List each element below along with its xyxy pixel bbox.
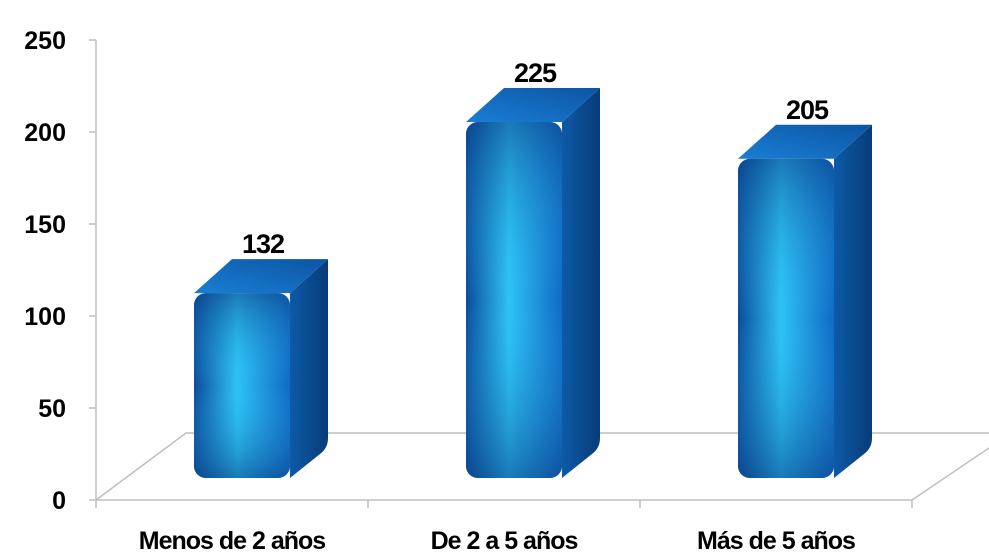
data-label: 205 [786,95,829,125]
y-tick-label: 50 [38,395,66,423]
floor-right-edge [911,447,989,501]
bar-side [562,88,600,478]
bar-shading [466,122,562,478]
bar [466,88,600,478]
x-axis: Menos de 2 años De 2 a 5 años Más de 5 año… [95,499,913,555]
data-labels: 132 225 205 [242,58,830,259]
y-tick-label: 150 [24,211,66,239]
bar-shading [194,293,290,478]
bar [194,259,328,478]
bar-top [466,88,600,122]
y-tick-label: 100 [24,303,66,331]
floor-back-edge [95,432,989,501]
y-tick-label: 0 [52,487,66,515]
chart-floor [95,432,989,501]
y-tick-label: 200 [24,119,66,147]
bar-top [738,124,872,159]
bar-side [834,124,872,479]
bar-side [290,259,328,478]
data-label: 132 [242,229,284,259]
y-tick-label: 250 [24,27,66,55]
x-tick-label: Menos de 2 años [139,527,326,555]
x-tick-label: De 2 a 5 años [431,527,578,555]
bar-shading [738,158,834,479]
data-label: 225 [514,58,557,88]
bar [738,124,872,479]
x-tick-label: Más de 5 años [697,527,855,555]
bars [194,88,872,479]
y-axis: 0 50 100 150 200 250 [24,27,97,515]
bar-top [194,259,328,294]
